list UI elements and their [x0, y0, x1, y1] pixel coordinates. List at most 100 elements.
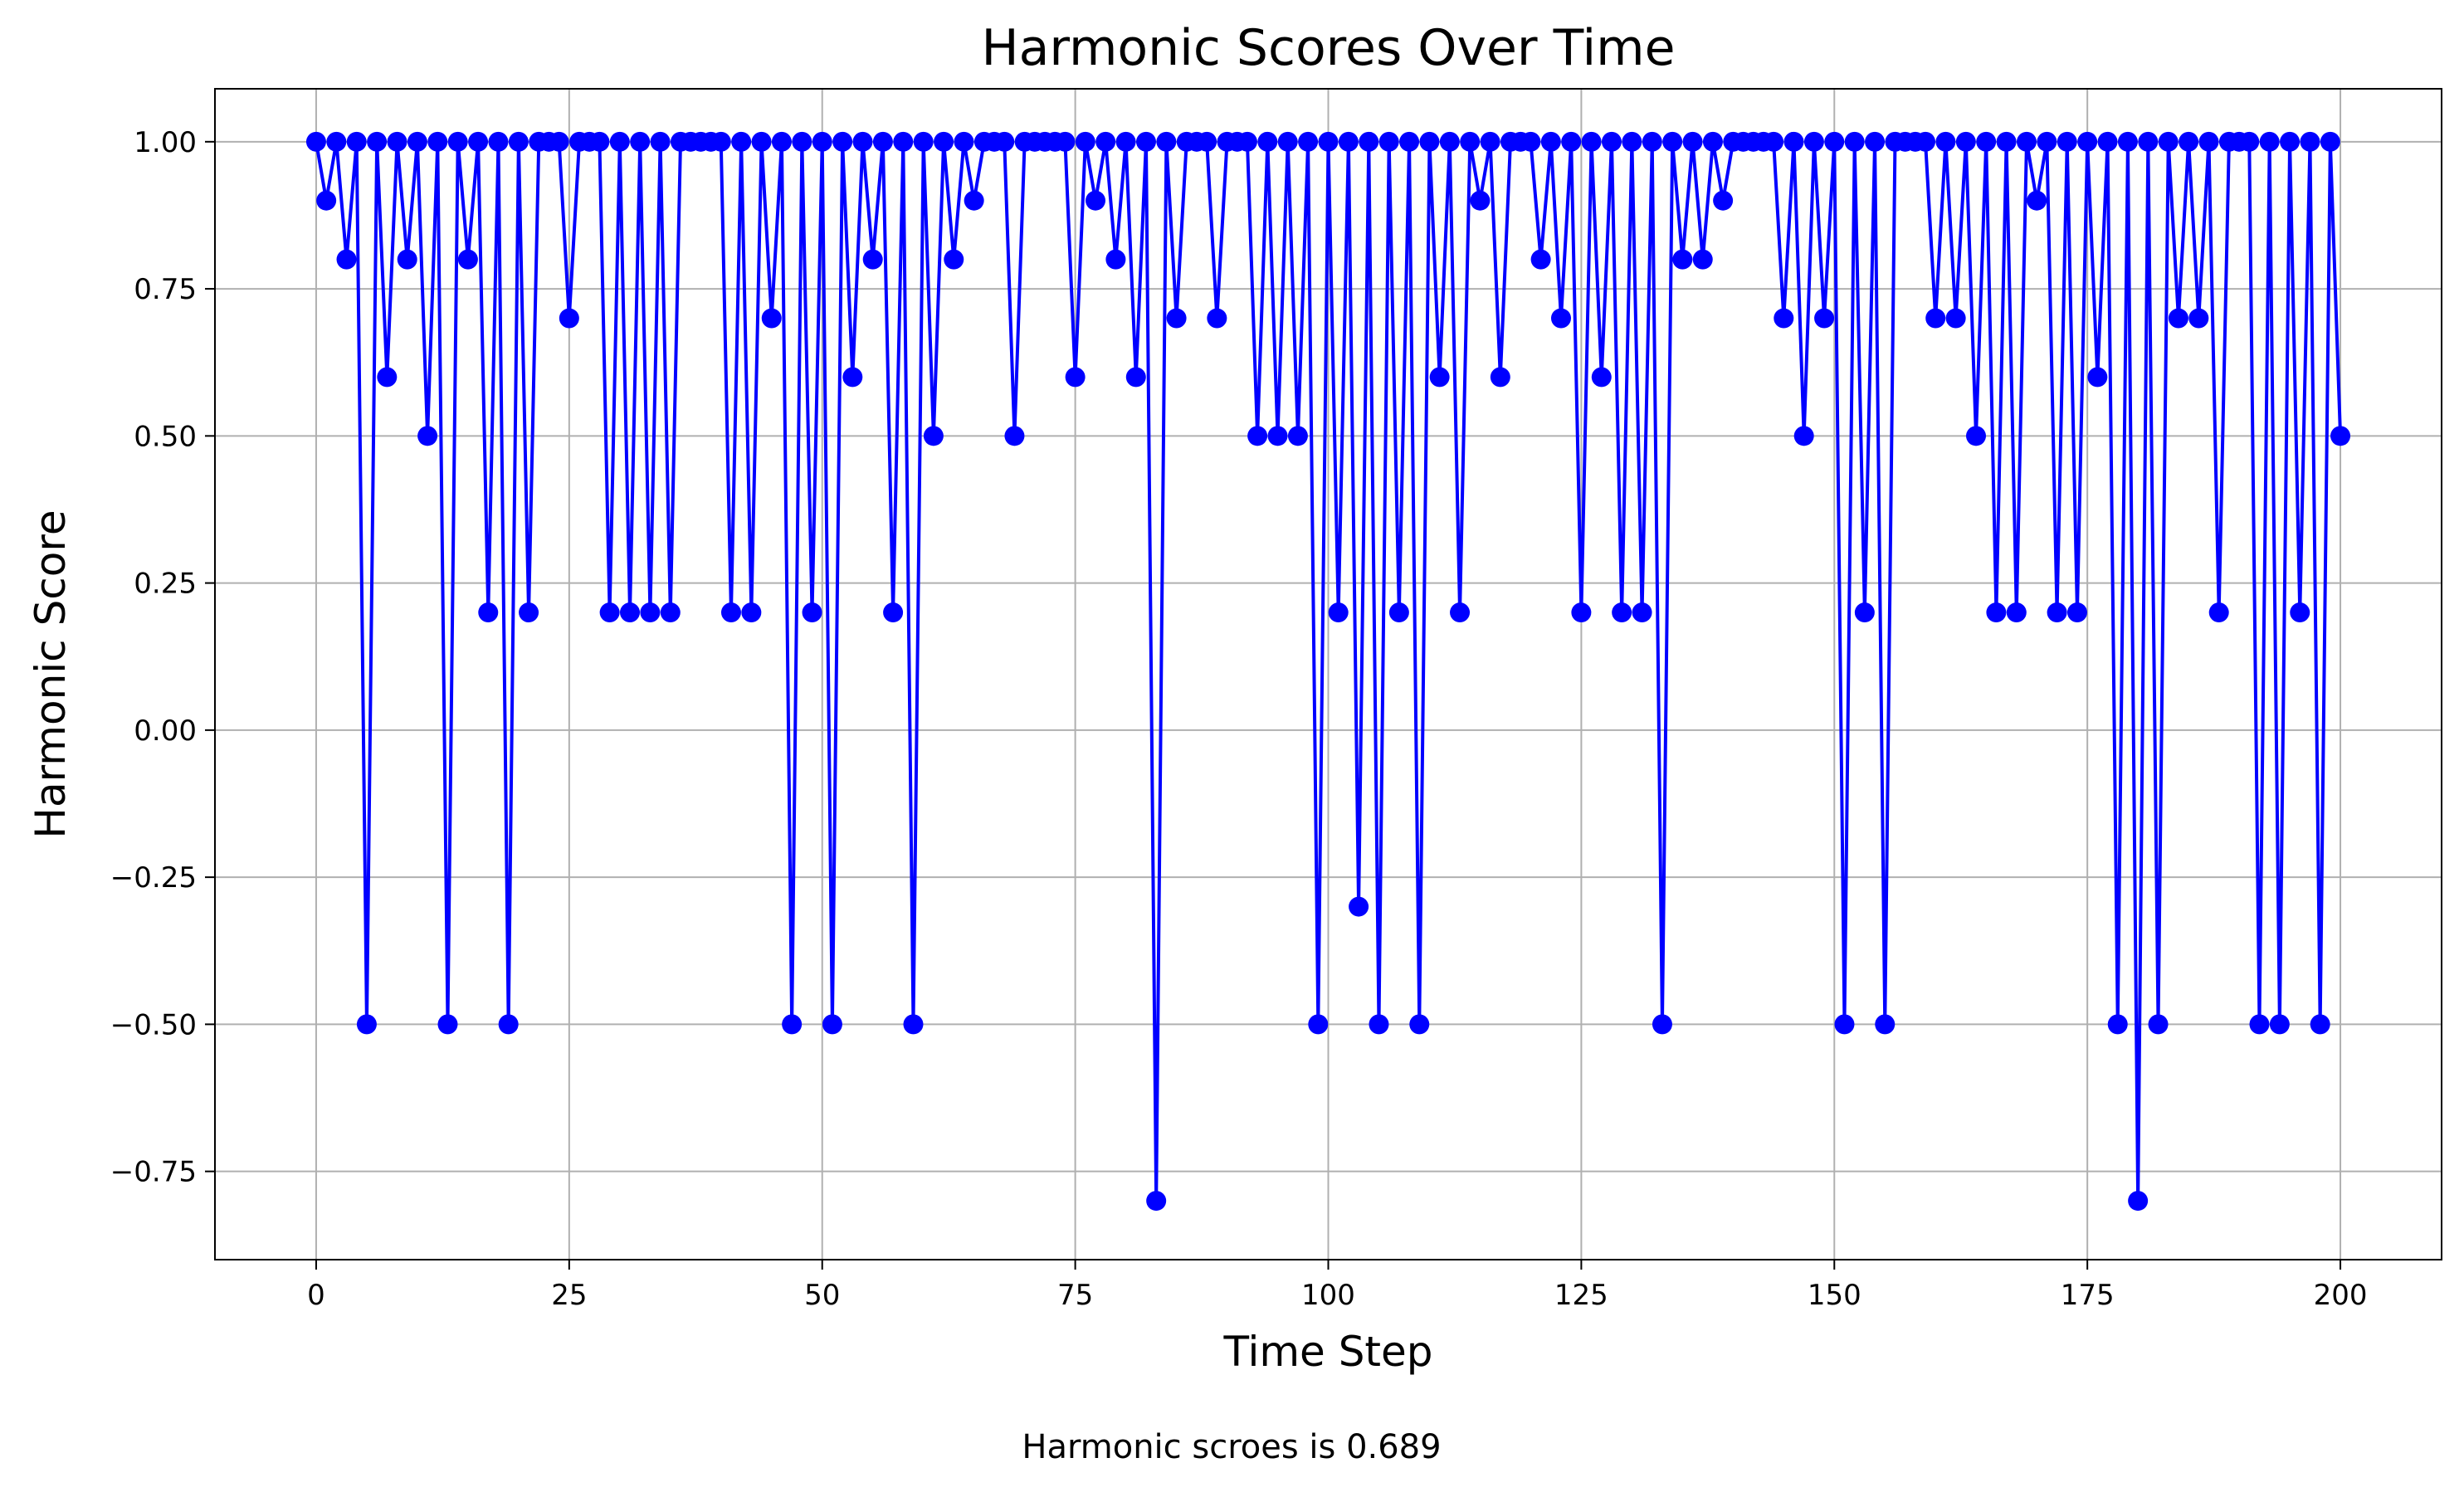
data-point	[2087, 367, 2108, 388]
data-point	[2259, 131, 2280, 152]
data-point	[2057, 131, 2077, 152]
data-point	[1146, 1191, 1167, 1212]
y-tick-label: −0.50	[110, 1008, 197, 1041]
x-axis-label: Time Step	[1222, 1328, 1432, 1376]
data-point	[1419, 131, 1440, 152]
data-point	[1672, 249, 1693, 270]
data-point	[2198, 131, 2219, 152]
data-point	[1065, 367, 1086, 388]
data-point	[488, 131, 509, 152]
data-point	[2047, 602, 2067, 623]
chart-title: Harmonic Scores Over Time	[981, 19, 1675, 77]
data-point	[599, 602, 620, 623]
data-point	[397, 249, 417, 270]
data-point	[1530, 249, 1551, 270]
data-point	[1197, 131, 1217, 152]
data-point	[437, 1014, 458, 1035]
data-point	[1055, 131, 1076, 152]
data-point	[913, 131, 934, 152]
data-point	[1520, 131, 1541, 152]
data-point	[1247, 426, 1268, 446]
data-point	[1642, 131, 1662, 152]
data-point	[1682, 131, 1703, 152]
data-point	[1287, 426, 1308, 446]
data-point	[2320, 131, 2340, 152]
data-point	[2168, 308, 2188, 329]
x-tick-label: 200	[2314, 1279, 2368, 1312]
x-tick-label: 75	[1057, 1279, 1093, 1312]
data-point	[1692, 249, 1713, 270]
data-point	[2290, 602, 2310, 623]
data-point	[620, 602, 641, 623]
data-point	[1875, 1014, 1896, 1035]
data-point	[417, 426, 438, 446]
y-tick-label: −0.75	[110, 1156, 197, 1189]
data-point	[710, 131, 731, 152]
data-point	[1429, 367, 1450, 388]
y-tick-label: 0.00	[134, 714, 197, 748]
y-tick-label: 1.00	[134, 126, 197, 159]
data-point	[1359, 131, 1379, 152]
data-point	[1996, 131, 2017, 152]
data-point	[1399, 131, 1420, 152]
x-tick-label: 0	[307, 1279, 325, 1312]
data-point	[1854, 602, 1875, 623]
data-point	[1966, 426, 1987, 446]
data-point	[1086, 190, 1106, 211]
data-point	[1075, 131, 1095, 152]
data-point	[832, 131, 853, 152]
data-point	[893, 131, 914, 152]
data-point	[1369, 1014, 1389, 1035]
data-point	[2158, 131, 2179, 152]
data-point	[609, 131, 630, 152]
data-point	[1257, 131, 1278, 152]
data-point	[720, 602, 741, 623]
data-point	[1277, 131, 1298, 152]
data-point	[1308, 1014, 1329, 1035]
ticks: 0 25 50 75 100 125 150 175 200 1.00 0.75 0.50 0.25 0.…	[110, 126, 2368, 1312]
data-point	[356, 1014, 377, 1035]
data-point	[468, 131, 489, 152]
data-point	[994, 131, 1015, 152]
data-point	[519, 602, 539, 623]
data-point	[2138, 131, 2159, 152]
data-point	[1935, 131, 1956, 152]
data-point	[1125, 367, 1146, 388]
data-point	[427, 131, 448, 152]
data-point	[447, 131, 468, 152]
data-point	[2117, 131, 2138, 152]
data-point	[1612, 602, 1632, 623]
data-point	[1652, 1014, 1672, 1035]
data-point	[1460, 131, 1481, 152]
data-point	[1338, 131, 1359, 152]
data-point	[1662, 131, 1683, 152]
data-point	[630, 131, 651, 152]
data-point	[923, 426, 944, 446]
data-point	[872, 131, 893, 152]
data-point	[2027, 190, 2047, 211]
data-point	[2208, 602, 2229, 623]
x-tick-label: 100	[1301, 1279, 1355, 1312]
data-point	[2179, 131, 2199, 152]
data-point	[1814, 308, 1835, 329]
data-point	[1318, 131, 1339, 152]
data-point	[1328, 602, 1349, 623]
data-point	[2066, 602, 2087, 623]
data-point	[559, 308, 579, 329]
x-tick-label: 175	[2061, 1279, 2115, 1312]
data-point	[751, 131, 772, 152]
data-point	[660, 602, 681, 623]
data-point	[498, 1014, 519, 1035]
data-point	[650, 131, 671, 152]
data-point	[2037, 131, 2057, 152]
caption: Harmonic scroes is 0.689	[1022, 1428, 1441, 1466]
data-point	[1793, 426, 1814, 446]
data-point	[944, 249, 964, 270]
data-point	[964, 190, 984, 211]
data-point	[1591, 367, 1612, 388]
y-axis-label: Harmonic Score	[27, 510, 75, 838]
data-point	[1702, 131, 1723, 152]
data-point	[2269, 1014, 2290, 1035]
data-point	[1561, 131, 1582, 152]
